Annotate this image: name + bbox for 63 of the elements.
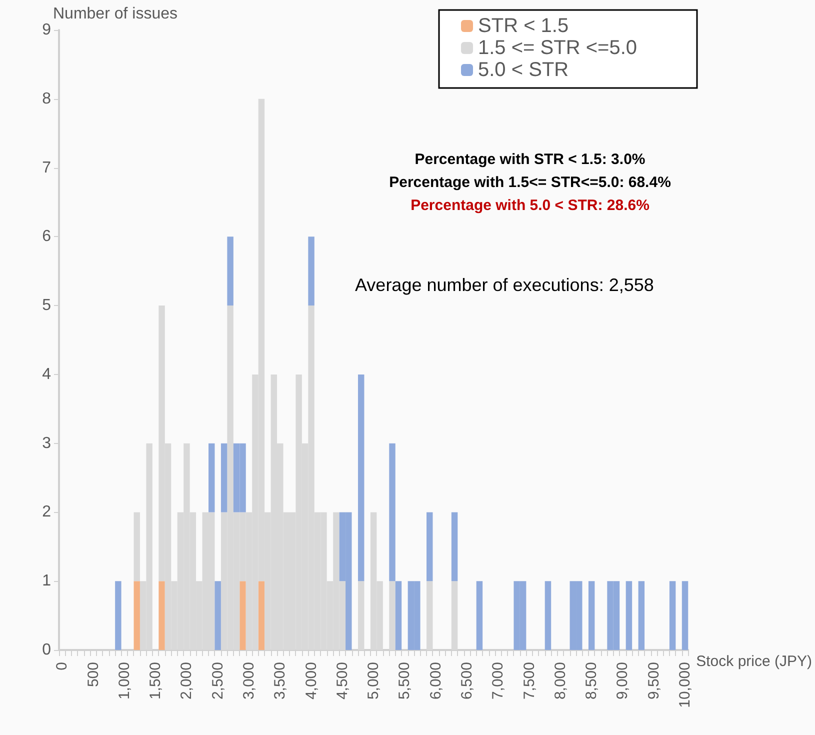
x-tick-label: 7,500 [520,662,538,700]
x-tick-label: 2,000 [178,662,196,700]
y-axis-title: Number of issues [53,6,178,23]
x-tick-label: 8,500 [583,662,600,700]
y-tick-label: 7 [42,159,52,176]
x-tick-label: 6,500 [458,662,476,700]
x-tick-label: 0 [54,662,71,670]
y-tick-label: 5 [42,297,52,314]
y-tick-label: 1 [42,572,52,590]
bar [208,443,215,512]
y-tick-label: 6 [42,228,52,246]
bar [258,581,265,650]
y-tick-label: 0 [42,642,52,658]
annotation: Percentage with STR < 1.5: 3.0% [414,151,646,168]
annotation: Average number of executions: 2,558 [355,275,654,295]
bar [134,512,140,582]
bar [389,443,396,582]
x-tick-label: 1,000 [116,662,133,700]
bar [395,581,402,650]
bar [476,581,483,650]
legend-label: 5.0 < STR [478,59,569,81]
y-tick-label: 3 [42,434,52,452]
x-tick-label: 4,000 [302,662,320,700]
annotation: Percentage with 1.5<= STR<=5.0: 68.4% [389,174,671,191]
bar [115,581,122,650]
bar [358,374,364,582]
annotation: Percentage with 5.0 < STR: 28.6% [410,197,650,214]
bar [682,581,688,650]
bar [134,581,140,650]
x-tick-label: 5,000 [365,662,382,700]
bar [308,236,314,306]
bar [220,443,228,512]
y-tick-label: 4 [42,366,52,383]
bar [240,581,246,650]
x-tick-label: 10,000 [676,662,694,708]
x-tick-label: 3,000 [240,662,258,700]
bar [214,581,221,650]
x-tick-label: 4,500 [334,662,351,700]
x-tick-label: 7,000 [490,662,507,700]
legend-label: 1.5 <= STR <=5.0 [478,37,638,59]
x-tick-label: 8,000 [552,662,569,700]
x-tick-label: 500 [84,662,102,688]
x-tick-label: 2,500 [209,662,226,700]
legend-label: STR < 1.5 [478,15,569,37]
bar [588,581,595,650]
x-tick-label: 3,500 [272,662,289,700]
bar [227,236,234,306]
x-tick-label: 6,000 [427,662,444,700]
x-tick-label: 5,500 [396,662,414,700]
bar [158,581,165,650]
y-tick-label: 9 [42,22,52,38]
y-tick-label: 8 [42,90,52,108]
bar [638,581,645,650]
x-tick-label: 9,000 [614,662,632,700]
y-tick-label: 2 [42,504,52,521]
x-axis-title: Stock price (JPY) [696,653,812,670]
bar [544,581,552,650]
bar [669,581,676,650]
x-tick-label: 1,500 [147,662,164,700]
bar [451,512,458,582]
x-tick-label: 9,500 [645,662,662,700]
bar [626,581,632,650]
bar [426,512,433,582]
